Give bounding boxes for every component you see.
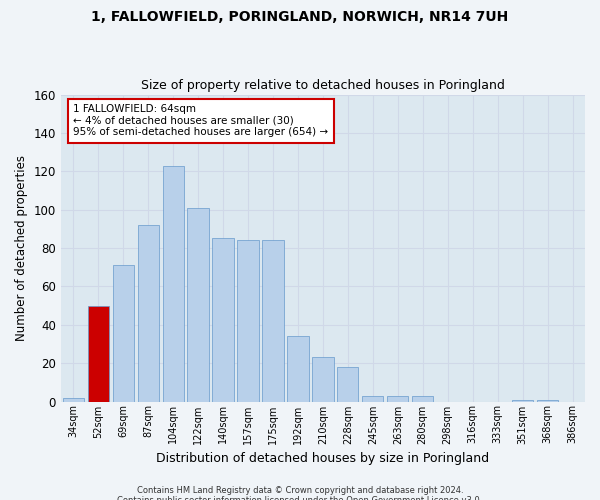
Bar [212, 238, 233, 402]
Y-axis label: Number of detached properties: Number of detached properties [15, 155, 28, 341]
Bar [387, 396, 409, 402]
Bar [362, 396, 383, 402]
Bar [238, 240, 259, 402]
Text: Contains public sector information licensed under the Open Government Licence v3: Contains public sector information licen… [118, 496, 482, 500]
Bar [62, 398, 84, 402]
Title: Size of property relative to detached houses in Poringland: Size of property relative to detached ho… [141, 79, 505, 92]
Bar [287, 336, 308, 402]
Bar [88, 306, 109, 402]
Bar [337, 367, 358, 402]
Bar [512, 400, 533, 402]
Bar [113, 266, 134, 402]
Bar [163, 166, 184, 402]
Text: 1 FALLOWFIELD: 64sqm
← 4% of detached houses are smaller (30)
95% of semi-detach: 1 FALLOWFIELD: 64sqm ← 4% of detached ho… [73, 104, 328, 138]
Bar [412, 396, 433, 402]
Bar [262, 240, 284, 402]
Text: 1, FALLOWFIELD, PORINGLAND, NORWICH, NR14 7UH: 1, FALLOWFIELD, PORINGLAND, NORWICH, NR1… [91, 10, 509, 24]
Bar [187, 208, 209, 402]
X-axis label: Distribution of detached houses by size in Poringland: Distribution of detached houses by size … [157, 452, 490, 465]
Text: Contains HM Land Registry data © Crown copyright and database right 2024.: Contains HM Land Registry data © Crown c… [137, 486, 463, 495]
Bar [537, 400, 558, 402]
Bar [312, 358, 334, 402]
Bar [137, 225, 159, 402]
